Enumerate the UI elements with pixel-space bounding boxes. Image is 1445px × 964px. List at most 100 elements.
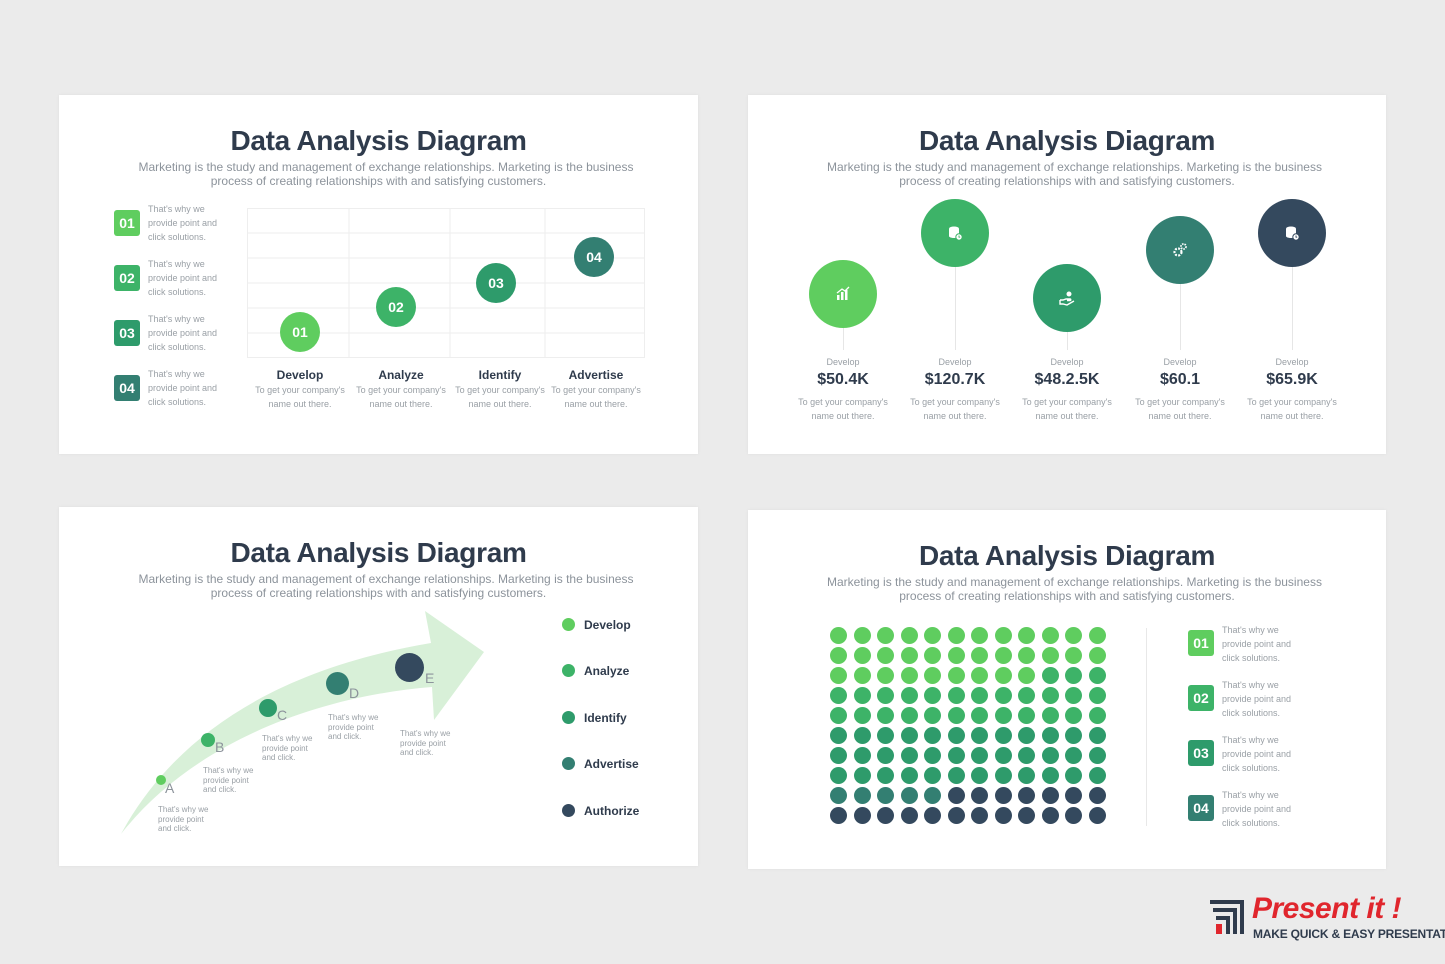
point-text-a: That's why we provide point and click.	[158, 805, 209, 833]
waffle-dot	[830, 647, 847, 664]
kpi-value-1: $50.4K	[817, 371, 869, 388]
step-text-03: That's why we provide point and click solu…	[148, 314, 218, 352]
waffle-dot	[994, 627, 1012, 644]
waffle-dot	[994, 727, 1012, 744]
waffle-dot	[1041, 687, 1059, 704]
legend-dot-authorize	[562, 804, 575, 817]
legend-dot-develop	[562, 618, 575, 631]
waffle-dot	[830, 667, 847, 684]
step-badge-03: 03	[1188, 740, 1214, 766]
slide-title: Data Analysis Diagram	[918, 540, 1216, 571]
point-text-e: That's why we provide point and click.	[400, 729, 451, 757]
waffle-dot	[947, 647, 965, 664]
column-label-analyze: Analyze	[378, 368, 424, 382]
step-text-02: That's why we provide point and click solu…	[148, 259, 218, 297]
waffle-dot	[900, 687, 918, 704]
point-letter-b: B	[215, 739, 225, 755]
waffle-dot	[924, 707, 941, 724]
step-badge-01: 01	[114, 210, 140, 236]
waffle-dot	[924, 627, 941, 644]
waffle-dot	[877, 727, 894, 744]
kpi-circle-1	[809, 260, 877, 328]
kpi-caption-4: Develop	[1163, 357, 1197, 367]
waffle-dot	[1065, 667, 1082, 684]
stem-4	[1180, 283, 1181, 350]
step-text-02: That's why we provide point and click solu…	[1222, 680, 1292, 718]
waffle-dot	[1065, 747, 1082, 764]
waffle-dot	[1018, 707, 1035, 724]
bubble-04: 04	[574, 237, 614, 277]
legend-label-authorize: Authorize	[584, 804, 640, 818]
legend-dot-advertise	[562, 757, 575, 770]
waffle-dot	[1018, 667, 1035, 684]
logo-mark-icon	[1210, 900, 1244, 934]
waffle-dot	[924, 767, 941, 784]
waffle-dot	[924, 727, 941, 744]
waffle-dot	[1041, 707, 1059, 724]
waffle-dot	[924, 667, 941, 684]
waffle-dot	[830, 727, 847, 744]
waffle-dot	[971, 667, 988, 684]
step-text-03: That's why we provide point and click solu…	[1222, 735, 1292, 773]
waffle-dot	[853, 787, 871, 804]
waffle-dot	[971, 787, 988, 804]
waffle-dot	[1041, 727, 1059, 744]
kpi-caption-2: Develop	[938, 357, 972, 367]
bubble-03: 03	[476, 263, 516, 303]
waffle-dot	[994, 787, 1012, 804]
waffle-dot	[1041, 767, 1059, 784]
legend-label-advertise: Advertise	[584, 757, 639, 771]
slide-subtitle: Marketing is the study and management of…	[827, 575, 1322, 603]
legend-dot-analyze	[562, 664, 575, 677]
slide-3: Data Analysis Diagram Marketing is the s…	[59, 507, 698, 866]
waffle-dot	[877, 667, 894, 684]
step-text-04: That's why we provide point and click solu…	[1222, 790, 1292, 828]
waffle-dot	[1018, 727, 1035, 744]
waffle-dot	[1041, 647, 1059, 664]
waffle-dot	[830, 767, 847, 784]
waffle-dot	[924, 747, 941, 764]
legend-label-develop: Develop	[584, 618, 631, 632]
waffle-dot	[900, 707, 918, 724]
kpi-value-5: $65.9K	[1266, 371, 1318, 388]
point-dot-c	[259, 699, 277, 717]
gears-icon	[1173, 243, 1187, 257]
waffle-dot	[924, 687, 941, 704]
waffle-dot	[971, 727, 988, 744]
waffle-dot	[877, 687, 894, 704]
stem-3	[1067, 330, 1068, 350]
step-badge-02: 02	[114, 265, 140, 291]
bar-chart-icon	[836, 286, 850, 300]
step-text-01: That's why we provide point and click solu…	[1222, 625, 1292, 663]
waffle-dot	[1018, 687, 1035, 704]
kpi-caption-5: Develop	[1275, 357, 1309, 367]
waffle-dot	[900, 787, 918, 804]
waffle-dot	[1041, 667, 1059, 684]
stem-1	[843, 325, 844, 350]
point-letter-d: D	[349, 685, 360, 701]
waffle-dot	[994, 767, 1012, 784]
step-badge-04: 04	[114, 375, 140, 401]
kpi-text-4: To get your company's name out there.	[1135, 397, 1225, 421]
waffle-dot	[971, 747, 988, 764]
waffle-dot	[1018, 747, 1035, 764]
waffle-dot	[924, 647, 941, 664]
waffle-dot	[1041, 807, 1059, 824]
column-text-analyze: To get your company's name out there.	[356, 385, 446, 409]
legend-dot-identify	[562, 711, 575, 724]
waffle-dot	[853, 807, 871, 824]
waffle-dot	[947, 627, 965, 644]
point-text-d: That's why we provide point and click.	[328, 713, 379, 741]
waffle-dot	[994, 707, 1012, 724]
waffle-dot	[877, 747, 894, 764]
kpi-caption-1: Develop	[826, 357, 860, 367]
waffle-dot	[971, 647, 988, 664]
waffle-dot	[900, 727, 918, 744]
step-text-01: That's why we provide point and click solu…	[148, 204, 218, 242]
waffle-dot	[1088, 747, 1106, 764]
waffle-dot	[900, 667, 918, 684]
waffle-dot	[947, 667, 965, 684]
waffle-dot	[971, 707, 988, 724]
waffle-dot	[900, 807, 918, 824]
waffle-dot	[830, 747, 847, 764]
